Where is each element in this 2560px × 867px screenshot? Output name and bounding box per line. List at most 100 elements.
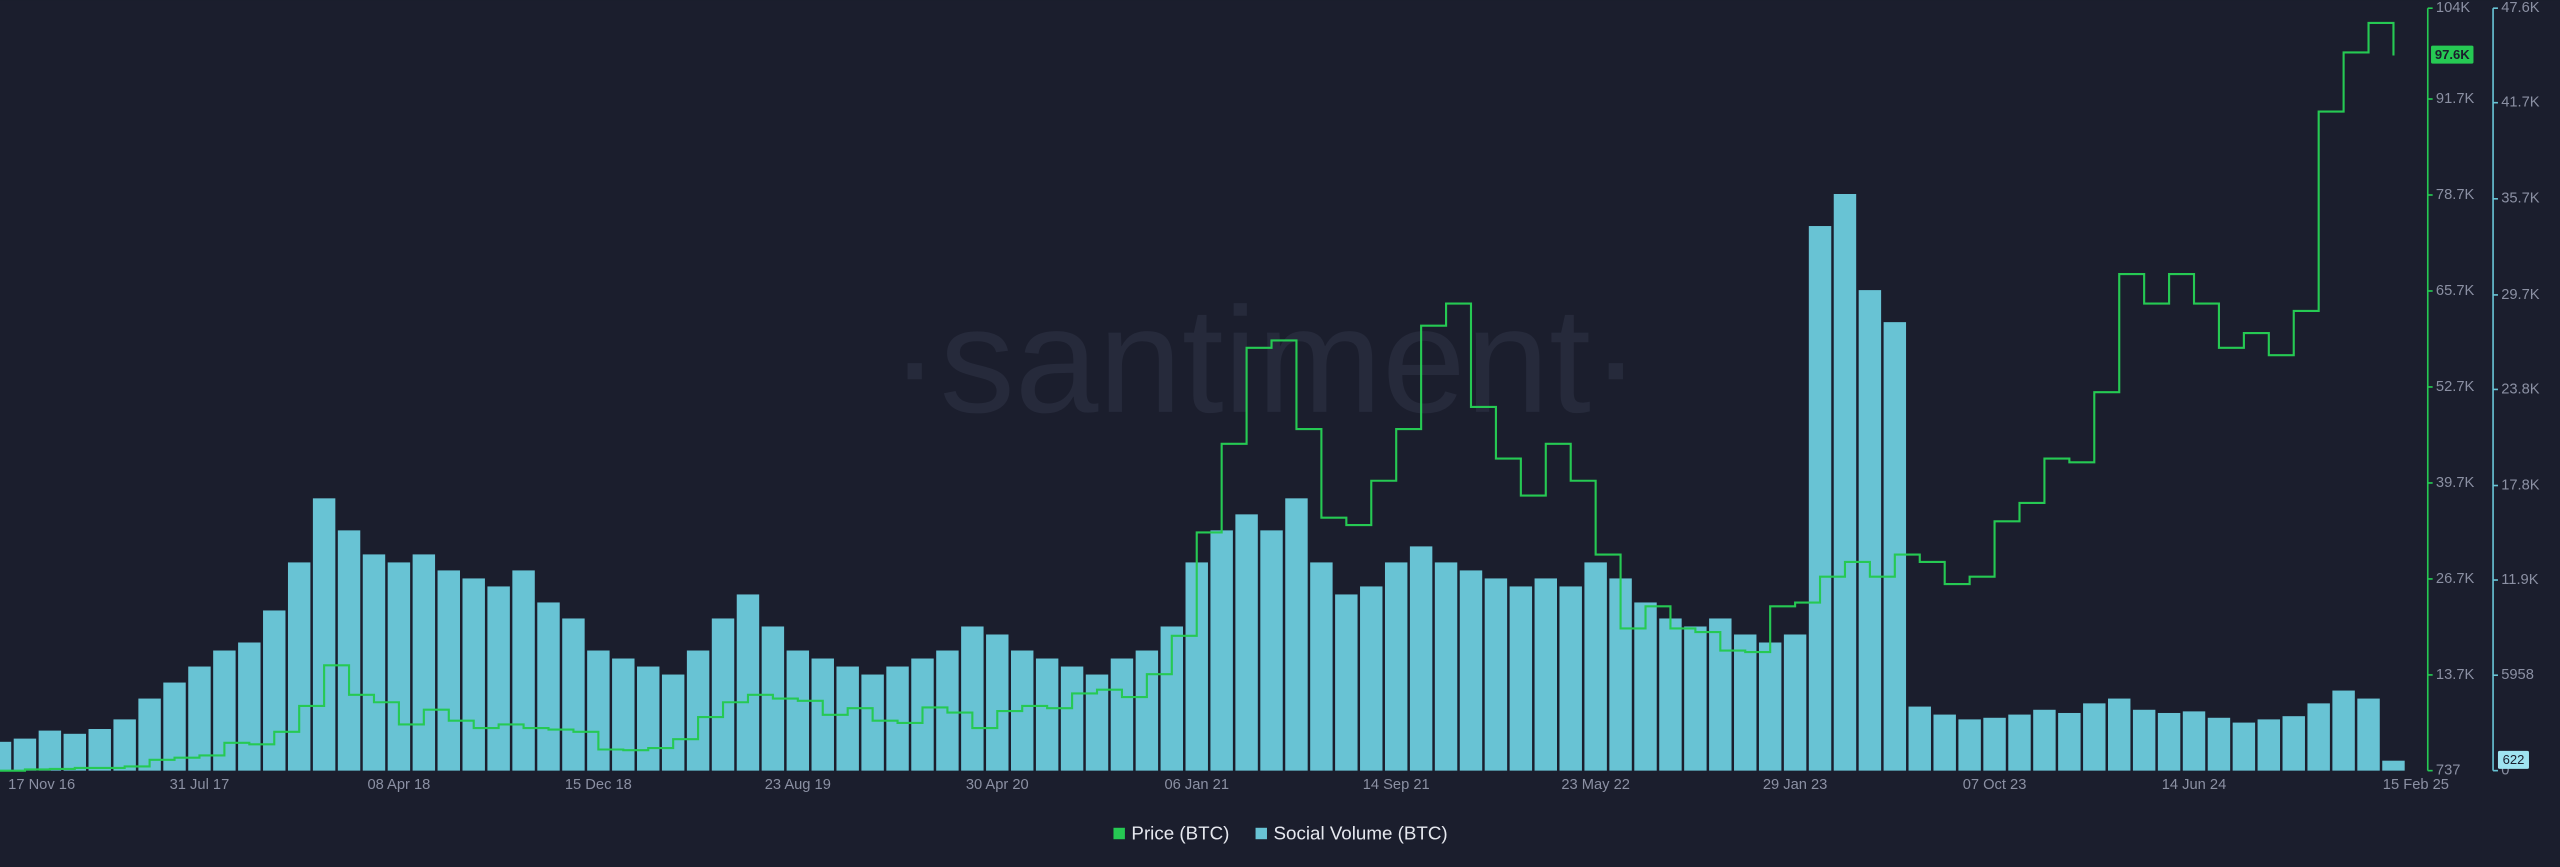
y2-tick-label: 29.7K — [2501, 287, 2540, 303]
volume-bar — [1434, 562, 1458, 771]
x-tick-label: 07 Oct 23 — [1963, 777, 2027, 793]
y-tick-label: 65.7K — [2436, 283, 2475, 299]
x-tick-label: 31 Jul 17 — [170, 777, 230, 793]
volume-bar — [2058, 712, 2081, 771]
y2-tick-label: 35.7K — [2501, 191, 2540, 207]
volume-bar — [1210, 530, 1233, 771]
x-tick-label: 23 May 22 — [1561, 777, 1630, 793]
volume-bar — [1634, 602, 1657, 771]
volume-bar — [1734, 634, 1757, 771]
price-badge-label: 97.6K — [2435, 47, 2470, 62]
volume-bar — [263, 610, 286, 771]
volume-bar — [88, 728, 111, 771]
volume-bar — [961, 626, 984, 771]
volume-bar — [2357, 698, 2380, 771]
volume-bar — [1110, 658, 1134, 771]
volume-bar — [1185, 562, 1208, 771]
volume-bar — [986, 634, 1009, 771]
y-tick-label: 737 — [2436, 763, 2461, 779]
y-tick-label: 26.7K — [2436, 571, 2475, 587]
legend-label: Price (BTC) — [1131, 822, 1229, 843]
volume-bar — [2132, 709, 2156, 771]
volume-bar — [537, 602, 560, 771]
volume-bar — [487, 586, 510, 771]
x-tick-label: 17 Nov 16 — [8, 777, 75, 793]
volume-badge-label: 622 — [2503, 752, 2525, 767]
volume-bar — [2107, 698, 2131, 771]
volume-bar — [1384, 562, 1408, 771]
volume-bar — [1684, 626, 1707, 771]
volume-bar — [387, 562, 411, 771]
x-tick-label: 23 Aug 19 — [765, 777, 831, 793]
volume-bar — [2157, 712, 2181, 771]
x-tick-label: 15 Feb 25 — [2383, 777, 2449, 793]
volume-bar — [188, 666, 211, 771]
price-line — [0, 21, 2395, 772]
legend-swatch — [1255, 827, 1267, 840]
volume-bar — [1983, 717, 2006, 771]
volume-bar — [38, 730, 62, 771]
volume-bar — [2282, 716, 2305, 771]
volume-bar — [138, 698, 161, 771]
volume-bar — [1534, 578, 1558, 771]
y2-tick-label: 23.8K — [2501, 381, 2540, 397]
volume-bar — [2382, 760, 2405, 771]
volume-bar — [2008, 714, 2031, 771]
volume-bar — [362, 554, 386, 771]
volume-bar — [1808, 226, 1832, 771]
volume-bar — [63, 733, 87, 771]
volume-bar — [2033, 709, 2056, 771]
volume-bar — [2257, 719, 2281, 771]
volume-bar — [1360, 586, 1383, 771]
volume-bar — [1035, 658, 1059, 771]
volume-badge — [2497, 750, 2529, 769]
volume-bar — [1958, 719, 1981, 771]
watermark: ·santiment· — [890, 276, 1641, 444]
volume-bar — [1559, 586, 1582, 771]
x-tick-label: 06 Jan 21 — [1164, 777, 1229, 793]
volume-bar — [1659, 618, 1682, 771]
volume-bar — [786, 650, 810, 771]
volume-bar — [1260, 530, 1283, 771]
volume-bar — [2307, 703, 2330, 771]
volume-bar — [2083, 703, 2106, 771]
volume-bar — [886, 666, 909, 771]
volume-bar — [2332, 690, 2355, 771]
volume-bar — [1310, 562, 1333, 771]
volume-bar — [512, 570, 535, 771]
volume-bar — [1085, 674, 1109, 771]
volume-bar — [437, 570, 460, 771]
volume-bar — [1709, 618, 1732, 771]
volume-bar — [1160, 626, 1184, 771]
volume-bar — [1409, 546, 1433, 771]
volume-bar — [1783, 634, 1807, 771]
volume-bar — [836, 666, 859, 771]
volume-bar — [113, 719, 136, 771]
y2-tick-label: 17.8K — [2501, 477, 2540, 493]
volume-bar — [587, 650, 610, 771]
volume-bar — [1883, 322, 1907, 771]
y2-tick-label: 0 — [2501, 763, 2509, 779]
legend-label: Social Volume (BTC) — [1274, 822, 1448, 843]
volume-bar — [412, 554, 436, 771]
x-tick-label: 15 Dec 18 — [565, 777, 632, 793]
volume-bar — [1459, 570, 1483, 771]
volume-bar — [163, 682, 186, 771]
y2-tick-label: 47.6K — [2501, 0, 2540, 16]
volume-bar — [562, 618, 585, 771]
volume-bar — [238, 642, 261, 771]
volume-bar — [13, 738, 37, 771]
volume-bar — [736, 594, 760, 771]
y-tick-label: 52.7K — [2436, 379, 2475, 395]
volume-bar — [1060, 666, 1084, 771]
x-tick-label: 14 Jun 24 — [2162, 777, 2227, 793]
price-badge — [2431, 45, 2474, 64]
volume-bar — [1285, 498, 1308, 771]
legend-swatch — [1113, 827, 1125, 840]
volume-bar — [2232, 722, 2256, 771]
volume-bar — [711, 618, 735, 771]
y2-tick-label: 11.9K — [2501, 572, 2538, 588]
volume-bar — [661, 674, 685, 771]
volume-bar — [612, 658, 635, 771]
